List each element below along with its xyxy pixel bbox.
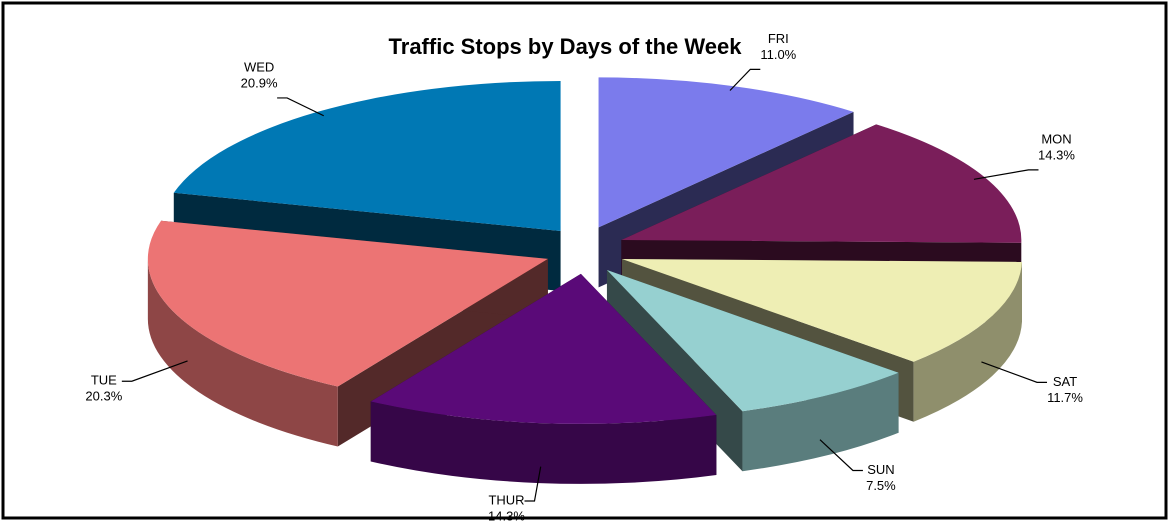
leader-line bbox=[973, 169, 1039, 180]
leader-line bbox=[819, 439, 863, 472]
value-label: 20.3% bbox=[85, 389, 122, 404]
category-label: WED bbox=[244, 59, 274, 74]
slice-outer-wall bbox=[147, 258, 338, 447]
slice-outer-wall bbox=[742, 372, 899, 472]
slice-outer-wall bbox=[913, 261, 1022, 422]
value-label: 11.7% bbox=[1047, 390, 1083, 405]
chart-title: Traffic Stops by Days of the Week bbox=[389, 34, 743, 59]
slice-top bbox=[606, 270, 899, 412]
category-label: TUE bbox=[91, 373, 117, 388]
pie-slice bbox=[370, 273, 717, 484]
category-label: FRI bbox=[768, 31, 789, 46]
leader-line bbox=[729, 68, 761, 91]
leader-line bbox=[277, 97, 325, 117]
category-label: SUN bbox=[867, 462, 894, 477]
value-label: 14.3% bbox=[488, 508, 525, 521]
slice-top bbox=[622, 259, 1022, 362]
category-label: SAT bbox=[1053, 374, 1077, 389]
leader-line bbox=[524, 466, 542, 502]
slice-top bbox=[370, 273, 717, 424]
value-label: 7.5% bbox=[866, 478, 896, 493]
slice-top bbox=[173, 80, 561, 231]
value-label: 20.9% bbox=[241, 75, 278, 90]
leader-line bbox=[981, 361, 1048, 383]
slice-top bbox=[147, 220, 548, 387]
slice-outer-wall bbox=[370, 401, 717, 484]
slice-top bbox=[598, 77, 854, 228]
leader-line bbox=[121, 360, 188, 382]
category-label: THUR bbox=[488, 492, 524, 507]
value-label: 14.3% bbox=[1038, 147, 1075, 162]
value-label: 11.0% bbox=[760, 47, 796, 62]
category-label: MON bbox=[1041, 131, 1071, 146]
slice-top bbox=[621, 124, 1022, 243]
